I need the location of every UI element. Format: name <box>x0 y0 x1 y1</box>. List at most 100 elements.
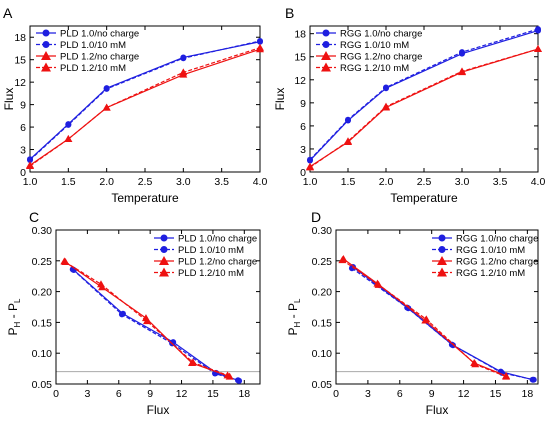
panel-c-legend-label: PLD 1.0/no charge <box>178 234 257 245</box>
panel-c-legend-marker <box>159 267 169 277</box>
panel-b-series-2-point <box>345 116 351 123</box>
panel-b-legend-marker <box>322 29 330 37</box>
panel-c-ytick-label: 0.15 <box>32 317 53 329</box>
panel-c-series-4-point <box>61 258 70 266</box>
panel-c-legend-marker <box>160 246 168 253</box>
panel-d-ylabel: PH - PL <box>286 298 302 335</box>
panel-d-series-4-point <box>422 315 431 323</box>
panel-a-series-4-point <box>102 103 111 111</box>
panel-d-ytick-label: 0.30 <box>312 225 333 237</box>
panel-c-frame <box>55 229 261 385</box>
panel-a-ytick-label: 9 <box>20 100 26 112</box>
panel-a-series-4-point <box>256 43 264 51</box>
panel-c-legend-label: PLD 1.2/no charge <box>178 257 257 268</box>
panel-c-legend-marker <box>160 234 168 242</box>
panel-b-ytick-label: 15 <box>294 52 306 64</box>
panel-c-xtick-label: 0 <box>53 388 59 400</box>
panel-c-xtick-label: 6 <box>116 388 122 400</box>
panel-d-xlabel: Flux <box>426 403 449 417</box>
panel-a-xtick-label: 2.5 <box>138 176 153 188</box>
panel-a-xtick-label: 4.0 <box>253 176 268 188</box>
panel-d-xtick-label: 18 <box>522 388 534 400</box>
panel-d-letter: D <box>311 209 321 225</box>
panel-d-ytick-label: 0.10 <box>312 348 333 360</box>
panel-d-ylabel-subscript: L <box>293 298 302 303</box>
panel-b-ytick-label: 6 <box>300 121 306 133</box>
panel-a-series-4-point <box>26 162 34 170</box>
panel-d-ytick-label: 0.05 <box>312 379 333 391</box>
panel-c-xtick-label: 9 <box>147 388 153 400</box>
panel-a-series-2-point <box>27 157 33 164</box>
panel-b-xtick-label: 3.5 <box>493 176 508 188</box>
panel-d-xtick-label: 0 <box>333 388 339 400</box>
panel-d-legend-label: RGG 1.0/no charge <box>456 234 538 245</box>
panel-c-legend-label: PLD 1.2/10 mM <box>178 268 244 279</box>
panel-b-series-2-point <box>383 84 389 91</box>
panel-d-xtick-label: 6 <box>397 388 403 400</box>
panel-a-legend-marker <box>41 62 51 72</box>
panel-c-xtick-label: 15 <box>207 388 219 400</box>
panel-a-xtick-label: 3.0 <box>176 176 191 188</box>
panel-d-ylabel-part: P <box>286 327 300 335</box>
panel-b-legend-marker <box>321 62 331 72</box>
panel-c-legend-label: PLD 1.0/10 mM <box>178 245 244 256</box>
panel-d-series-4-point <box>374 280 383 288</box>
panel-d-series-2-line <box>351 267 534 381</box>
panel-a-ytick-label: 6 <box>20 122 26 134</box>
panel-b-legend-label: RGG 1.2/no charge <box>340 52 422 63</box>
panel-d-xtick-label: 3 <box>365 388 371 400</box>
panel-d-legend-label: RGG 1.0/10 mM <box>456 245 525 256</box>
panel-a-series-2-point <box>103 85 110 92</box>
panel-b-xtick-label: 2.0 <box>379 176 394 188</box>
panel-b-xtick-label: 4.0 <box>531 176 546 188</box>
panel-b-series-4-point <box>306 163 314 171</box>
panel-a-legend-label: PLD 1.0/no charge <box>60 29 139 40</box>
panel-c: C 0 3 6 9 12 15 18 0.05 0.10 0.15 0.20 0.25 0.30 Flux P… <box>6 209 261 417</box>
panel-b-legend-label: RGG 1.2/10 mM <box>340 63 409 74</box>
panel-c-xtick-label: 3 <box>84 388 90 400</box>
panel-a-ytick-label: 12 <box>14 77 26 89</box>
panel-d-ylabel-subscript: H <box>293 321 302 327</box>
panel-d-ylabel-part: - P <box>286 303 300 322</box>
panel-d-legend-marker <box>438 234 446 242</box>
panel-c-ylabel-part: P <box>6 327 20 335</box>
panel-b-ytick-label: 12 <box>294 75 306 87</box>
panel-d-ytick-label: 0.15 <box>312 317 333 329</box>
panel-c-series-4-line <box>65 261 228 376</box>
panel-b-xtick-label: 3.0 <box>455 176 470 188</box>
panel-b-xtick-label: 2.5 <box>417 176 432 188</box>
panel-c-series-2-point <box>118 311 125 318</box>
panel-c-series-4-point <box>189 358 198 366</box>
panel-c-ylabel-part: - P <box>6 303 20 322</box>
panel-b-legend-label: RGG 1.0/no charge <box>340 29 422 40</box>
panel-d-series-4-point <box>471 360 480 368</box>
panel-d-legend-label: RGG 1.2/no charge <box>456 257 538 268</box>
panel-b-ylabel: Flux <box>273 88 287 111</box>
panel-a-series-2-point <box>65 121 72 128</box>
panel-a-xtick-label: 3.5 <box>214 176 229 188</box>
panel-a-xtick-label: 1.0 <box>23 176 38 188</box>
panel-b-legend-label: RGG 1.0/10 mM <box>340 40 409 51</box>
panel-b-ytick-label: 0 <box>300 167 306 179</box>
panel-b-legend-marker <box>321 51 331 60</box>
panel-d-legend-marker <box>437 267 447 277</box>
panel-b-ytick-label: 9 <box>300 98 306 110</box>
panel-b-series-2-point <box>459 49 465 56</box>
panel-d-legend-label: RGG 1.2/10 mM <box>456 268 525 279</box>
panel-a-legend-marker <box>42 41 50 48</box>
panel-d-series-2-point <box>530 376 537 383</box>
panel-b-xtick-label: 1.0 <box>303 176 318 188</box>
panel-b-series-2-point <box>307 156 313 163</box>
panel-a-letter: A <box>3 5 13 21</box>
panel-d-frame <box>335 229 539 385</box>
panel-a-ytick-label: 3 <box>20 145 26 157</box>
panel-c-series-4-point <box>223 371 232 379</box>
panel-b-xlabel: Temperature <box>390 191 458 205</box>
panel-a-legend-marker <box>41 51 51 60</box>
panel-c-legend-marker <box>159 256 169 265</box>
panel-c-ytick-label: 0.20 <box>32 287 53 299</box>
panel-a-ytick-label: 15 <box>14 55 26 67</box>
panel-c-ylabel-subscript: H <box>13 321 22 327</box>
